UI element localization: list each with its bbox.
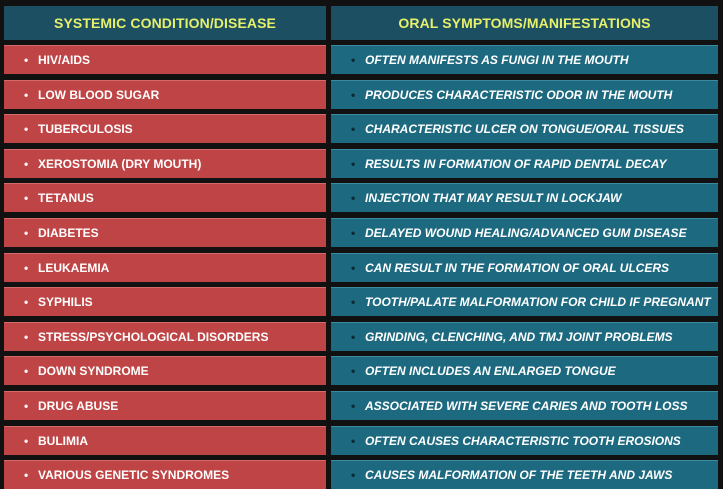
- table-row-condition: • STRESS/PSYCHOLOGICAL DISORDERS: [4, 322, 326, 351]
- bullet-icon: •: [24, 399, 29, 413]
- bullet-icon: •: [351, 122, 356, 136]
- table-row-symptom: • PRODUCES CHARACTERISTIC ODOR IN THE MOU…: [331, 80, 718, 109]
- table-row-condition: • TETANUS: [4, 183, 326, 212]
- table-row-condition: • SYPHILIS: [4, 287, 326, 316]
- bullet-icon: •: [351, 88, 356, 102]
- table-row-condition: • TUBERCULOSIS: [4, 114, 326, 143]
- symptom-label: GRINDING, CLENCHING, AND TMJ JOINT PROBL…: [365, 330, 673, 344]
- bullet-icon: •: [24, 157, 29, 171]
- symptom-label: RESULTS IN FORMATION OF RAPID DENTAL DEC…: [365, 157, 667, 171]
- condition-label: LOW BLOOD SUGAR: [38, 88, 160, 102]
- symptom-label: PRODUCES CHARACTERISTIC ODOR IN THE MOUT…: [365, 88, 673, 102]
- condition-label: DRUG ABUSE: [38, 399, 119, 413]
- header-oral-symptoms: ORAL SYMPTOMS/MANIFESTATIONS: [331, 6, 718, 40]
- bullet-icon: •: [351, 226, 356, 240]
- table-row-symptom: • CAN RESULT IN THE FORMATION OF ORAL ULC…: [331, 253, 718, 282]
- bullet-icon: •: [351, 399, 356, 413]
- table-row-condition: • VARIOUS GENETIC SYNDROMES: [4, 460, 326, 489]
- bullet-icon: •: [24, 434, 29, 448]
- symptom-label: OFTEN INCLUDES AN ENLARGED TONGUE: [365, 364, 616, 378]
- table-row-symptom: • INJECTION THAT MAY RESULT IN LOCKJAW: [331, 183, 718, 212]
- condition-label: XEROSTOMIA (DRY MOUTH): [38, 157, 202, 171]
- table-row-symptom: • OFTEN MANIFESTS AS FUNGI IN THE MOUTH: [331, 45, 718, 74]
- table-row-condition: • DOWN SYNDROME: [4, 356, 326, 385]
- condition-label: TETANUS: [38, 191, 94, 205]
- bullet-icon: •: [351, 295, 356, 309]
- header-systemic-condition: SYSTEMIC CONDITION/DISEASE: [4, 6, 326, 40]
- table-row-condition: • LEUKAEMIA: [4, 253, 326, 282]
- bullet-icon: •: [24, 261, 29, 275]
- bullet-icon: •: [24, 191, 29, 205]
- bullet-icon: •: [24, 330, 29, 344]
- table-row-symptom: • RESULTS IN FORMATION OF RAPID DENTAL DE…: [331, 149, 718, 178]
- bullet-icon: •: [24, 226, 29, 240]
- table-row-symptom: • ASSOCIATED WITH SEVERE CARIES AND TOOTH…: [331, 391, 718, 420]
- bullet-icon: •: [24, 468, 29, 482]
- bullet-icon: •: [24, 88, 29, 102]
- table-row-condition: • DIABETES: [4, 218, 326, 247]
- bullet-icon: •: [351, 468, 356, 482]
- table-row-symptom: • OFTEN CAUSES CHARACTERISTIC TOOTH EROSI…: [331, 426, 718, 455]
- table-row-symptom: • TOOTH/PALATE MALFORMATION FOR CHILD IF …: [331, 287, 718, 316]
- symptom-label: OFTEN MANIFESTS AS FUNGI IN THE MOUTH: [365, 53, 629, 67]
- table-row-condition: • BULIMIA: [4, 426, 326, 455]
- bullet-icon: •: [351, 261, 356, 275]
- table-row-symptom: • GRINDING, CLENCHING, AND TMJ JOINT PROB…: [331, 322, 718, 351]
- condition-label: HIV/AIDS: [38, 53, 91, 67]
- bullet-icon: •: [24, 295, 29, 309]
- symptom-label: DELAYED WOUND HEALING/ADVANCED GUM DISEA…: [365, 226, 687, 240]
- condition-label: VARIOUS GENETIC SYNDROMES: [38, 468, 230, 482]
- table-row-condition: • XEROSTOMIA (DRY MOUTH): [4, 149, 326, 178]
- condition-label: TUBERCULOSIS: [38, 122, 133, 136]
- condition-label: DOWN SYNDROME: [38, 364, 149, 378]
- table-row-symptom: • DELAYED WOUND HEALING/ADVANCED GUM DISE…: [331, 218, 718, 247]
- bullet-icon: •: [24, 122, 29, 136]
- bullet-icon: •: [24, 53, 29, 67]
- bullet-icon: •: [351, 330, 356, 344]
- bullet-icon: •: [351, 434, 356, 448]
- condition-label: STRESS/PSYCHOLOGICAL DISORDERS: [38, 330, 269, 344]
- condition-label: SYPHILIS: [38, 295, 93, 309]
- symptom-label: OFTEN CAUSES CHARACTERISTIC TOOTH EROSIO…: [365, 434, 681, 448]
- symptom-label: CHARACTERISTIC ULCER ON TONGUE/ORAL TISS…: [365, 122, 684, 136]
- bullet-icon: •: [351, 191, 356, 205]
- condition-label: LEUKAEMIA: [38, 261, 110, 275]
- condition-label: DIABETES: [38, 226, 99, 240]
- symptom-label: INJECTION THAT MAY RESULT IN LOCKJAW: [365, 191, 622, 205]
- condition-label: BULIMIA: [38, 434, 88, 448]
- bullet-icon: •: [351, 53, 356, 67]
- bullet-icon: •: [351, 157, 356, 171]
- table-row-symptom: • CAUSES MALFORMATION OF THE TEETH AND JA…: [331, 460, 718, 489]
- table-row-condition: • DRUG ABUSE: [4, 391, 326, 420]
- table-row-symptom: • OFTEN INCLUDES AN ENLARGED TONGUE: [331, 356, 718, 385]
- table-row-symptom: • CHARACTERISTIC ULCER ON TONGUE/ORAL TIS…: [331, 114, 718, 143]
- symptom-label: ASSOCIATED WITH SEVERE CARIES AND TOOTH …: [365, 399, 688, 413]
- bullet-icon: •: [351, 364, 356, 378]
- symptom-label: CAN RESULT IN THE FORMATION OF ORAL ULCE…: [365, 261, 669, 275]
- table-row-condition: • HIV/AIDS: [4, 45, 326, 74]
- table-row-condition: • LOW BLOOD SUGAR: [4, 80, 326, 109]
- bullet-icon: •: [24, 364, 29, 378]
- symptom-label: TOOTH/PALATE MALFORMATION FOR CHILD IF P…: [365, 295, 711, 309]
- symptom-label: CAUSES MALFORMATION OF THE TEETH AND JAW…: [365, 468, 673, 482]
